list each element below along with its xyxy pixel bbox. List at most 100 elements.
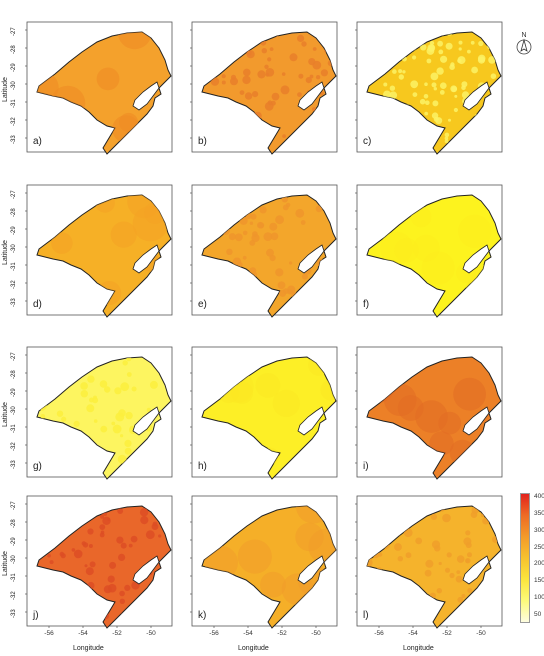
texture-blob xyxy=(80,390,88,398)
y-tick-label: -33 xyxy=(11,135,17,144)
texture-blob xyxy=(265,295,269,299)
texture-blob xyxy=(65,115,86,136)
texture-blob xyxy=(392,605,397,610)
texture-blob xyxy=(404,32,409,36)
texture-blob xyxy=(151,459,157,464)
texture-blob xyxy=(317,588,336,616)
texture-blob xyxy=(308,58,316,66)
texture-blob xyxy=(419,603,429,613)
texture-blob xyxy=(55,576,62,583)
x-tick-label: -54 xyxy=(243,630,253,637)
panel-label: f) xyxy=(363,299,370,310)
texture-blob xyxy=(158,534,162,538)
legend-tick-label: 250 xyxy=(534,543,544,551)
texture-blob xyxy=(405,112,413,120)
texture-blob xyxy=(119,112,139,132)
texture-blob xyxy=(444,136,449,141)
texture-blob xyxy=(458,214,492,248)
texture-blob xyxy=(249,240,256,246)
texture-blob xyxy=(37,195,64,223)
texture-blob xyxy=(301,273,308,280)
texture-blob xyxy=(225,51,232,58)
texture-blob xyxy=(424,111,429,116)
texture-blob xyxy=(440,55,448,63)
texture-blob xyxy=(58,373,67,383)
texture-blob xyxy=(382,527,388,533)
map-frame xyxy=(26,495,173,627)
texture-blob xyxy=(487,33,492,38)
texture-blob xyxy=(448,118,451,122)
texture-blob xyxy=(118,553,126,561)
texture-blob xyxy=(126,357,132,362)
texture-blob xyxy=(249,112,259,121)
y-tick-label: -29 xyxy=(11,537,17,546)
texture-blob xyxy=(484,32,492,37)
texture-blob xyxy=(405,552,412,559)
texture-blob xyxy=(453,377,486,411)
panel-label: g) xyxy=(33,461,42,472)
texture-blob xyxy=(269,222,278,231)
texture-blob xyxy=(440,82,447,89)
texture-blob xyxy=(96,67,120,91)
texture-blob xyxy=(57,382,63,388)
x-axis-title: Longitude xyxy=(73,645,104,652)
x-tick-label: -50 xyxy=(311,630,321,637)
texture-blob xyxy=(47,553,51,558)
y-tick-label: -31 xyxy=(11,424,17,433)
texture-blob xyxy=(218,67,224,72)
texture-blob xyxy=(403,518,411,526)
panel-label: e) xyxy=(198,299,207,310)
texture-blob xyxy=(287,288,293,295)
texture-blob xyxy=(51,423,56,428)
texture-blob xyxy=(275,268,284,277)
texture-blob xyxy=(257,221,264,229)
texture-blob xyxy=(423,122,430,129)
texture-blob xyxy=(44,529,49,534)
panel-label: a) xyxy=(33,136,42,147)
texture-blob xyxy=(367,549,372,554)
x-tick-label: -52 xyxy=(277,630,287,637)
texture-blob xyxy=(318,121,327,129)
texture-blob xyxy=(265,68,275,77)
texture-blob xyxy=(437,40,443,47)
texture-blob xyxy=(477,56,486,64)
texture-blob xyxy=(450,62,455,67)
map-panel: -56 -54 -52 -50 l) xyxy=(353,494,518,637)
texture-blob xyxy=(309,74,314,79)
x-tick-label: -52 xyxy=(112,630,122,637)
texture-blob xyxy=(295,208,305,218)
texture-blob xyxy=(387,576,392,582)
texture-blob xyxy=(424,569,432,577)
texture-blob xyxy=(426,58,432,64)
texture-blob xyxy=(367,48,374,56)
map-frame xyxy=(356,21,503,153)
panel-label: c) xyxy=(363,136,372,147)
texture-blob xyxy=(408,32,416,39)
texture-blob xyxy=(423,94,429,99)
texture-blob xyxy=(263,232,273,241)
state-map xyxy=(36,505,172,629)
texture-blob xyxy=(391,451,415,475)
texture-blob xyxy=(221,80,226,85)
texture-blob xyxy=(461,594,466,598)
texture-blob xyxy=(367,40,372,46)
map-frame xyxy=(356,184,503,316)
texture-blob xyxy=(315,273,322,281)
x-tick-label: -50 xyxy=(476,630,486,637)
texture-blob xyxy=(225,280,232,288)
texture-blob xyxy=(378,591,387,600)
texture-blob xyxy=(78,444,86,452)
y-tick-label: -28 xyxy=(11,519,17,528)
texture-blob xyxy=(37,518,42,523)
texture-blob xyxy=(93,357,101,364)
panel-label: l) xyxy=(363,610,369,621)
y-tick-label: -28 xyxy=(11,208,17,217)
texture-blob xyxy=(275,215,284,225)
texture-blob xyxy=(146,611,155,620)
map-canvas xyxy=(25,346,173,480)
lagoon xyxy=(132,81,160,111)
texture-blob xyxy=(42,45,64,67)
lagoon xyxy=(462,244,490,274)
texture-blob xyxy=(318,195,326,199)
texture-blob xyxy=(110,221,137,248)
